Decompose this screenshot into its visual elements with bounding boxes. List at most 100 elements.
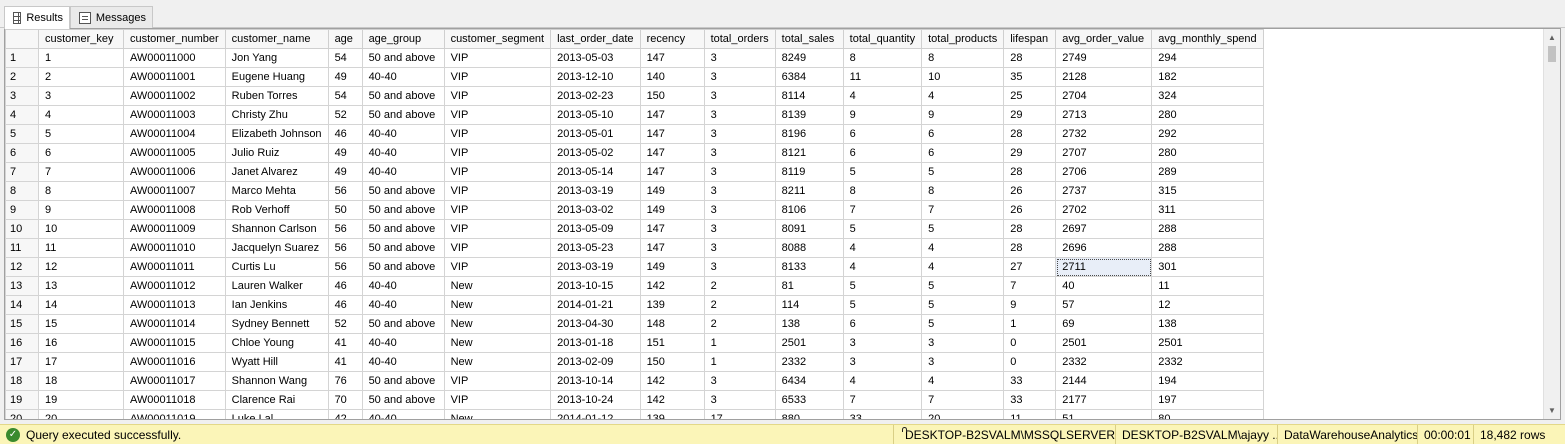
row-number[interactable]: 12 <box>5 257 39 277</box>
column-header-lifespan[interactable]: lifespan <box>1003 29 1057 49</box>
cell-age[interactable]: 46 <box>327 295 363 315</box>
cell-total-quantity[interactable]: 5 <box>842 219 923 239</box>
cell-customer-key[interactable]: 18 <box>38 371 124 391</box>
cell-lifespan[interactable]: 25 <box>1003 86 1057 106</box>
cell-customer-key[interactable]: 17 <box>38 352 124 372</box>
cell-last-order-date[interactable]: 2013-10-14 <box>550 371 641 391</box>
cell-customer-number[interactable]: AW00011010 <box>123 238 226 258</box>
cell-avg-order-value[interactable]: 57 <box>1055 295 1153 315</box>
cell-age-group[interactable]: 50 and above <box>361 181 445 201</box>
cell-customer-number[interactable]: AW00011017 <box>123 371 226 391</box>
cell-avg-order-value[interactable]: 2749 <box>1055 48 1153 68</box>
cell-customer-number[interactable]: AW00011003 <box>123 105 226 125</box>
cell-avg-monthly-spend[interactable]: 292 <box>1151 124 1265 144</box>
cell-avg-order-value[interactable]: 2737 <box>1055 181 1153 201</box>
row-number[interactable]: 1 <box>5 48 39 68</box>
cell-age-group[interactable]: 50 and above <box>361 105 445 125</box>
cell-avg-monthly-spend[interactable]: 194 <box>1151 371 1265 391</box>
cell-customer-name[interactable]: Clarence Rai <box>224 390 329 410</box>
cell-total-sales[interactable]: 6533 <box>774 390 844 410</box>
table-row[interactable]: 13 13 AW00011012 Lauren Walker 46 40-40 New 201… <box>5 276 1265 296</box>
cell-total-orders[interactable]: 3 <box>703 238 776 258</box>
cell-recency[interactable]: 142 <box>639 390 705 410</box>
cell-age[interactable]: 49 <box>327 67 363 87</box>
cell-customer-number[interactable]: AW00011005 <box>123 143 226 163</box>
cell-recency[interactable]: 142 <box>639 276 705 296</box>
cell-total-sales[interactable]: 8249 <box>774 48 844 68</box>
cell-customer-key[interactable]: 10 <box>38 219 124 239</box>
cell-last-order-date[interactable]: 2013-05-10 <box>550 105 641 125</box>
cell-age[interactable]: 54 <box>327 86 363 106</box>
cell-avg-order-value[interactable]: 2707 <box>1055 143 1153 163</box>
row-number[interactable]: 14 <box>5 295 39 315</box>
row-number[interactable]: 2 <box>5 67 39 87</box>
cell-age[interactable]: 42 <box>327 409 363 419</box>
cell-avg-order-value[interactable]: 2144 <box>1055 371 1153 391</box>
cell-customer-key[interactable]: 9 <box>38 200 124 220</box>
cell-total-quantity[interactable]: 4 <box>842 86 923 106</box>
cell-customer-number[interactable]: AW00011002 <box>123 86 226 106</box>
cell-age[interactable]: 46 <box>327 276 363 296</box>
cell-total-sales[interactable]: 2332 <box>774 352 844 372</box>
column-header-avg-monthly-spend[interactable]: avg_monthly_spend <box>1151 29 1265 49</box>
cell-age[interactable]: 49 <box>327 143 363 163</box>
cell-total-sales[interactable]: 8196 <box>774 124 844 144</box>
cell-recency[interactable]: 147 <box>639 124 705 144</box>
cell-total-quantity[interactable]: 4 <box>842 238 923 258</box>
cell-customer-segment[interactable]: New <box>443 333 552 353</box>
cell-avg-order-value[interactable]: 69 <box>1055 314 1153 334</box>
cell-lifespan[interactable]: 33 <box>1003 371 1057 391</box>
cell-age-group[interactable]: 40-40 <box>361 67 445 87</box>
cell-total-products[interactable]: 6 <box>921 124 1005 144</box>
cell-avg-order-value[interactable]: 2706 <box>1055 162 1153 182</box>
cell-total-products[interactable]: 8 <box>921 181 1005 201</box>
row-number[interactable]: 13 <box>5 276 39 296</box>
cell-customer-number[interactable]: AW00011007 <box>123 181 226 201</box>
cell-lifespan[interactable]: 11 <box>1003 409 1057 419</box>
cell-age[interactable]: 41 <box>327 333 363 353</box>
table-row[interactable]: 7 7 AW00011006 Janet Alvarez 49 40-40 VIP 2013-… <box>5 162 1265 182</box>
cell-customer-number[interactable]: AW00011018 <box>123 390 226 410</box>
cell-age-group[interactable]: 40-40 <box>361 352 445 372</box>
cell-avg-monthly-spend[interactable]: 280 <box>1151 143 1265 163</box>
cell-age-group[interactable]: 50 and above <box>361 371 445 391</box>
cell-recency[interactable]: 150 <box>639 86 705 106</box>
row-number[interactable]: 16 <box>5 333 39 353</box>
cell-last-order-date[interactable]: 2013-05-14 <box>550 162 641 182</box>
cell-lifespan[interactable]: 0 <box>1003 352 1057 372</box>
cell-total-sales[interactable]: 114 <box>774 295 844 315</box>
cell-total-quantity[interactable]: 5 <box>842 276 923 296</box>
cell-lifespan[interactable]: 29 <box>1003 105 1057 125</box>
cell-customer-name[interactable]: Julio Ruiz <box>224 143 329 163</box>
cell-age[interactable]: 76 <box>327 371 363 391</box>
cell-customer-key[interactable]: 15 <box>38 314 124 334</box>
cell-avg-order-value[interactable]: 2332 <box>1055 352 1153 372</box>
column-header-customer-name[interactable]: customer_name <box>224 29 329 49</box>
cell-avg-order-value[interactable]: 2128 <box>1055 67 1153 87</box>
cell-customer-number[interactable]: AW00011019 <box>123 409 226 419</box>
cell-last-order-date[interactable]: 2013-05-23 <box>550 238 641 258</box>
cell-customer-name[interactable]: Jon Yang <box>224 48 329 68</box>
cell-recency[interactable]: 151 <box>639 333 705 353</box>
cell-total-products[interactable]: 9 <box>921 105 1005 125</box>
cell-avg-order-value[interactable]: 2696 <box>1055 238 1153 258</box>
cell-total-products[interactable]: 4 <box>921 238 1005 258</box>
cell-last-order-date[interactable]: 2013-10-24 <box>550 390 641 410</box>
cell-recency[interactable]: 147 <box>639 143 705 163</box>
cell-avg-monthly-spend[interactable]: 280 <box>1151 105 1265 125</box>
cell-age[interactable]: 56 <box>327 238 363 258</box>
cell-total-products[interactable]: 5 <box>921 295 1005 315</box>
row-number[interactable]: 3 <box>5 86 39 106</box>
cell-last-order-date[interactable]: 2013-05-01 <box>550 124 641 144</box>
cell-total-products[interactable]: 7 <box>921 200 1005 220</box>
row-number[interactable]: 17 <box>5 352 39 372</box>
cell-age-group[interactable]: 40-40 <box>361 124 445 144</box>
corner-header[interactable] <box>5 29 39 49</box>
cell-avg-monthly-spend[interactable]: 182 <box>1151 67 1265 87</box>
cell-customer-key[interactable]: 5 <box>38 124 124 144</box>
cell-total-quantity[interactable]: 6 <box>842 143 923 163</box>
cell-total-products[interactable]: 20 <box>921 409 1005 419</box>
cell-lifespan[interactable]: 26 <box>1003 181 1057 201</box>
cell-total-orders[interactable]: 1 <box>703 352 776 372</box>
cell-total-products[interactable]: 5 <box>921 314 1005 334</box>
